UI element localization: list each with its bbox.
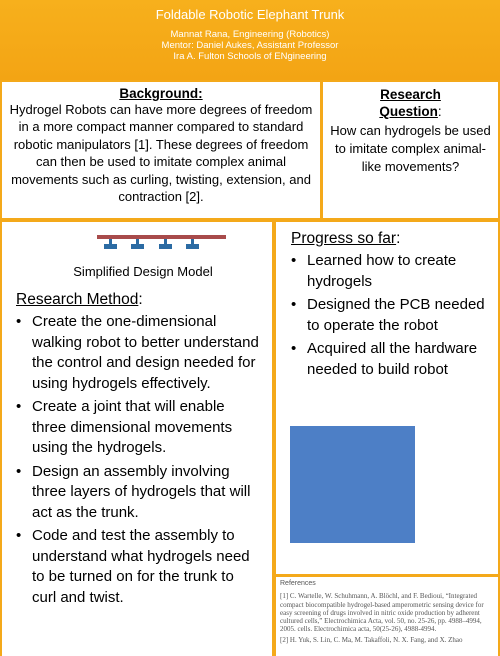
- research-method-list: Create the one-dimensional walking robot…: [16, 312, 262, 608]
- progress-colon: :: [396, 230, 401, 247]
- research-method-item: Code and test the assembly to understand…: [16, 526, 262, 608]
- background-heading: Background:: [119, 86, 203, 101]
- research-question-heading-line2: Question: [379, 104, 438, 119]
- diagram-actuator-stem: [164, 239, 167, 245]
- references-list: References [1] C. Wartelle, W. Schuhmann…: [280, 580, 492, 644]
- diagram-actuator-pad: [104, 244, 117, 249]
- author-line: Mannat Rana, Engineering (Robotics): [170, 29, 330, 40]
- progress-item: Designed the PCB needed to operate the r…: [291, 295, 488, 336]
- diagram-actuator-stem: [191, 239, 194, 245]
- diagram-actuator-pad: [159, 244, 172, 249]
- background-panel: Background: Hydrogel Robots can have mor…: [2, 82, 320, 218]
- research-method-item: Create a joint that will enable three di…: [16, 397, 262, 459]
- school-line: Ira A. Fulton Schools of ENgineering: [173, 51, 327, 62]
- references-panel: References [1] C. Wartelle, W. Schuhmann…: [276, 577, 498, 656]
- research-question-heading-line1: Research: [380, 87, 441, 102]
- research-method-item: Create the one-dimensional walking robot…: [16, 312, 262, 394]
- progress-panel: Progress so far: Learned how to create h…: [276, 222, 498, 574]
- background-text: Hydrogel Robots can have more degrees of…: [9, 102, 313, 205]
- poster-title: Foldable Robotic Elephant Trunk: [155, 7, 345, 22]
- research-question-colon: :: [437, 104, 442, 119]
- reference-entry: [2] H. Yuk, S. Lin, C. Ma, M. Takaffoli,…: [280, 635, 463, 644]
- research-question-heading: Research Question:: [323, 86, 498, 120]
- research-method-heading-text: Research Method: [16, 291, 139, 308]
- poster-header: Foldable Robotic Elephant Trunk Mannat R…: [0, 0, 500, 80]
- diagram-beam: [97, 235, 226, 239]
- mentor-line: Mentor: Daniel Aukes, Assistant Professo…: [161, 40, 339, 51]
- image-placeholder: [290, 426, 415, 543]
- progress-list: Learned how to create hydrogels Designed…: [291, 251, 488, 380]
- progress-heading: Progress so far:: [291, 230, 488, 248]
- research-method-colon: :: [138, 291, 143, 308]
- research-question-panel: Research Question: How can hydrogels be …: [323, 82, 498, 218]
- reference-entry: [1] C. Wartelle, W. Schuhmann, A. Blöchl…: [280, 592, 484, 634]
- references-title: References: [280, 580, 316, 587]
- diagram-actuator-pad: [186, 244, 199, 249]
- progress-item: Learned how to create hydrogels: [291, 251, 488, 292]
- progress-heading-text: Progress so far: [291, 230, 397, 247]
- research-method-heading: Research Method:: [16, 291, 262, 309]
- research-question-text: How can hydrogels be used to imitate com…: [330, 123, 491, 174]
- diagram-actuator-stem: [136, 239, 139, 245]
- design-model-caption: Simplified Design Model: [73, 264, 213, 279]
- diagram-actuator-pad: [131, 244, 144, 249]
- research-method-panel: Simplified Design Model Research Method:…: [2, 222, 272, 656]
- diagram-actuator-stem: [109, 239, 112, 245]
- progress-item: Acquired all the hardware needed to buil…: [291, 339, 488, 380]
- research-method-item: Design an assembly involving three layer…: [16, 462, 262, 524]
- design-model-diagram: [16, 222, 262, 260]
